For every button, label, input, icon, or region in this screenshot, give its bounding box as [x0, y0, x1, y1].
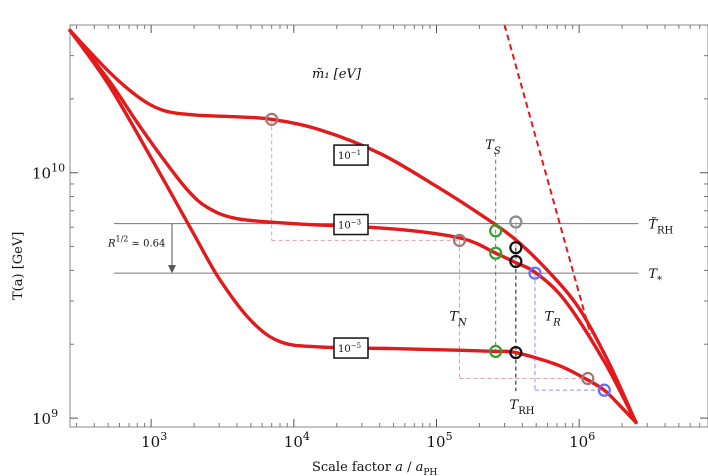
reference-line-label: T*	[648, 267, 662, 286]
y-tick-label: 109	[32, 407, 58, 428]
plot-frame	[69, 24, 708, 428]
data-point-marker	[581, 371, 595, 386]
annotation-label: TN	[449, 309, 468, 328]
markers	[265, 112, 611, 397]
data-point-marker	[509, 241, 523, 255]
x-tick-label: 105	[426, 430, 452, 451]
asymptote	[503, 24, 592, 335]
data-point-marker	[489, 224, 503, 238]
arrow-label: R1/2 ≃ 0.64	[107, 234, 165, 249]
y-tick-label: 1010	[32, 162, 65, 183]
reference-lines: T̃RH T* R1/2 ≃ 0.64	[107, 216, 674, 286]
annotation-label: TRH	[510, 398, 535, 417]
data-point-marker	[489, 344, 503, 359]
series-line	[68, 28, 638, 425]
y-axis-label: T(a) [GeV]	[11, 232, 26, 300]
axis-labels: Scale factor a / aPH T(a) [GeV]	[11, 232, 437, 476]
series-label-box	[333, 213, 369, 236]
asymptote-line	[503, 24, 592, 335]
data-point-marker	[528, 266, 542, 280]
series-label-box	[333, 337, 369, 359]
data-point-marker	[509, 215, 523, 229]
data-point-marker	[265, 112, 279, 126]
data-point-marker	[509, 345, 523, 360]
arrow-head	[167, 265, 176, 274]
x-axis-label: Scale factor a / aPH	[312, 460, 437, 476]
data-point-marker	[452, 233, 467, 247]
x-tick-label: 103	[141, 430, 167, 451]
legend-title: m̃₁ [eV]	[312, 67, 362, 82]
reference-line-label: T̃RH	[648, 216, 673, 236]
x-tick-label: 104	[284, 430, 310, 451]
annotation-label: TR	[544, 309, 561, 328]
data-point-marker	[509, 254, 523, 269]
x-tick-label: 106	[569, 430, 595, 451]
data-point-marker	[489, 246, 503, 260]
series-label-box	[333, 144, 369, 166]
data-point-marker	[597, 383, 611, 397]
annotation-label: TS	[485, 138, 501, 157]
series-line	[68, 28, 638, 425]
